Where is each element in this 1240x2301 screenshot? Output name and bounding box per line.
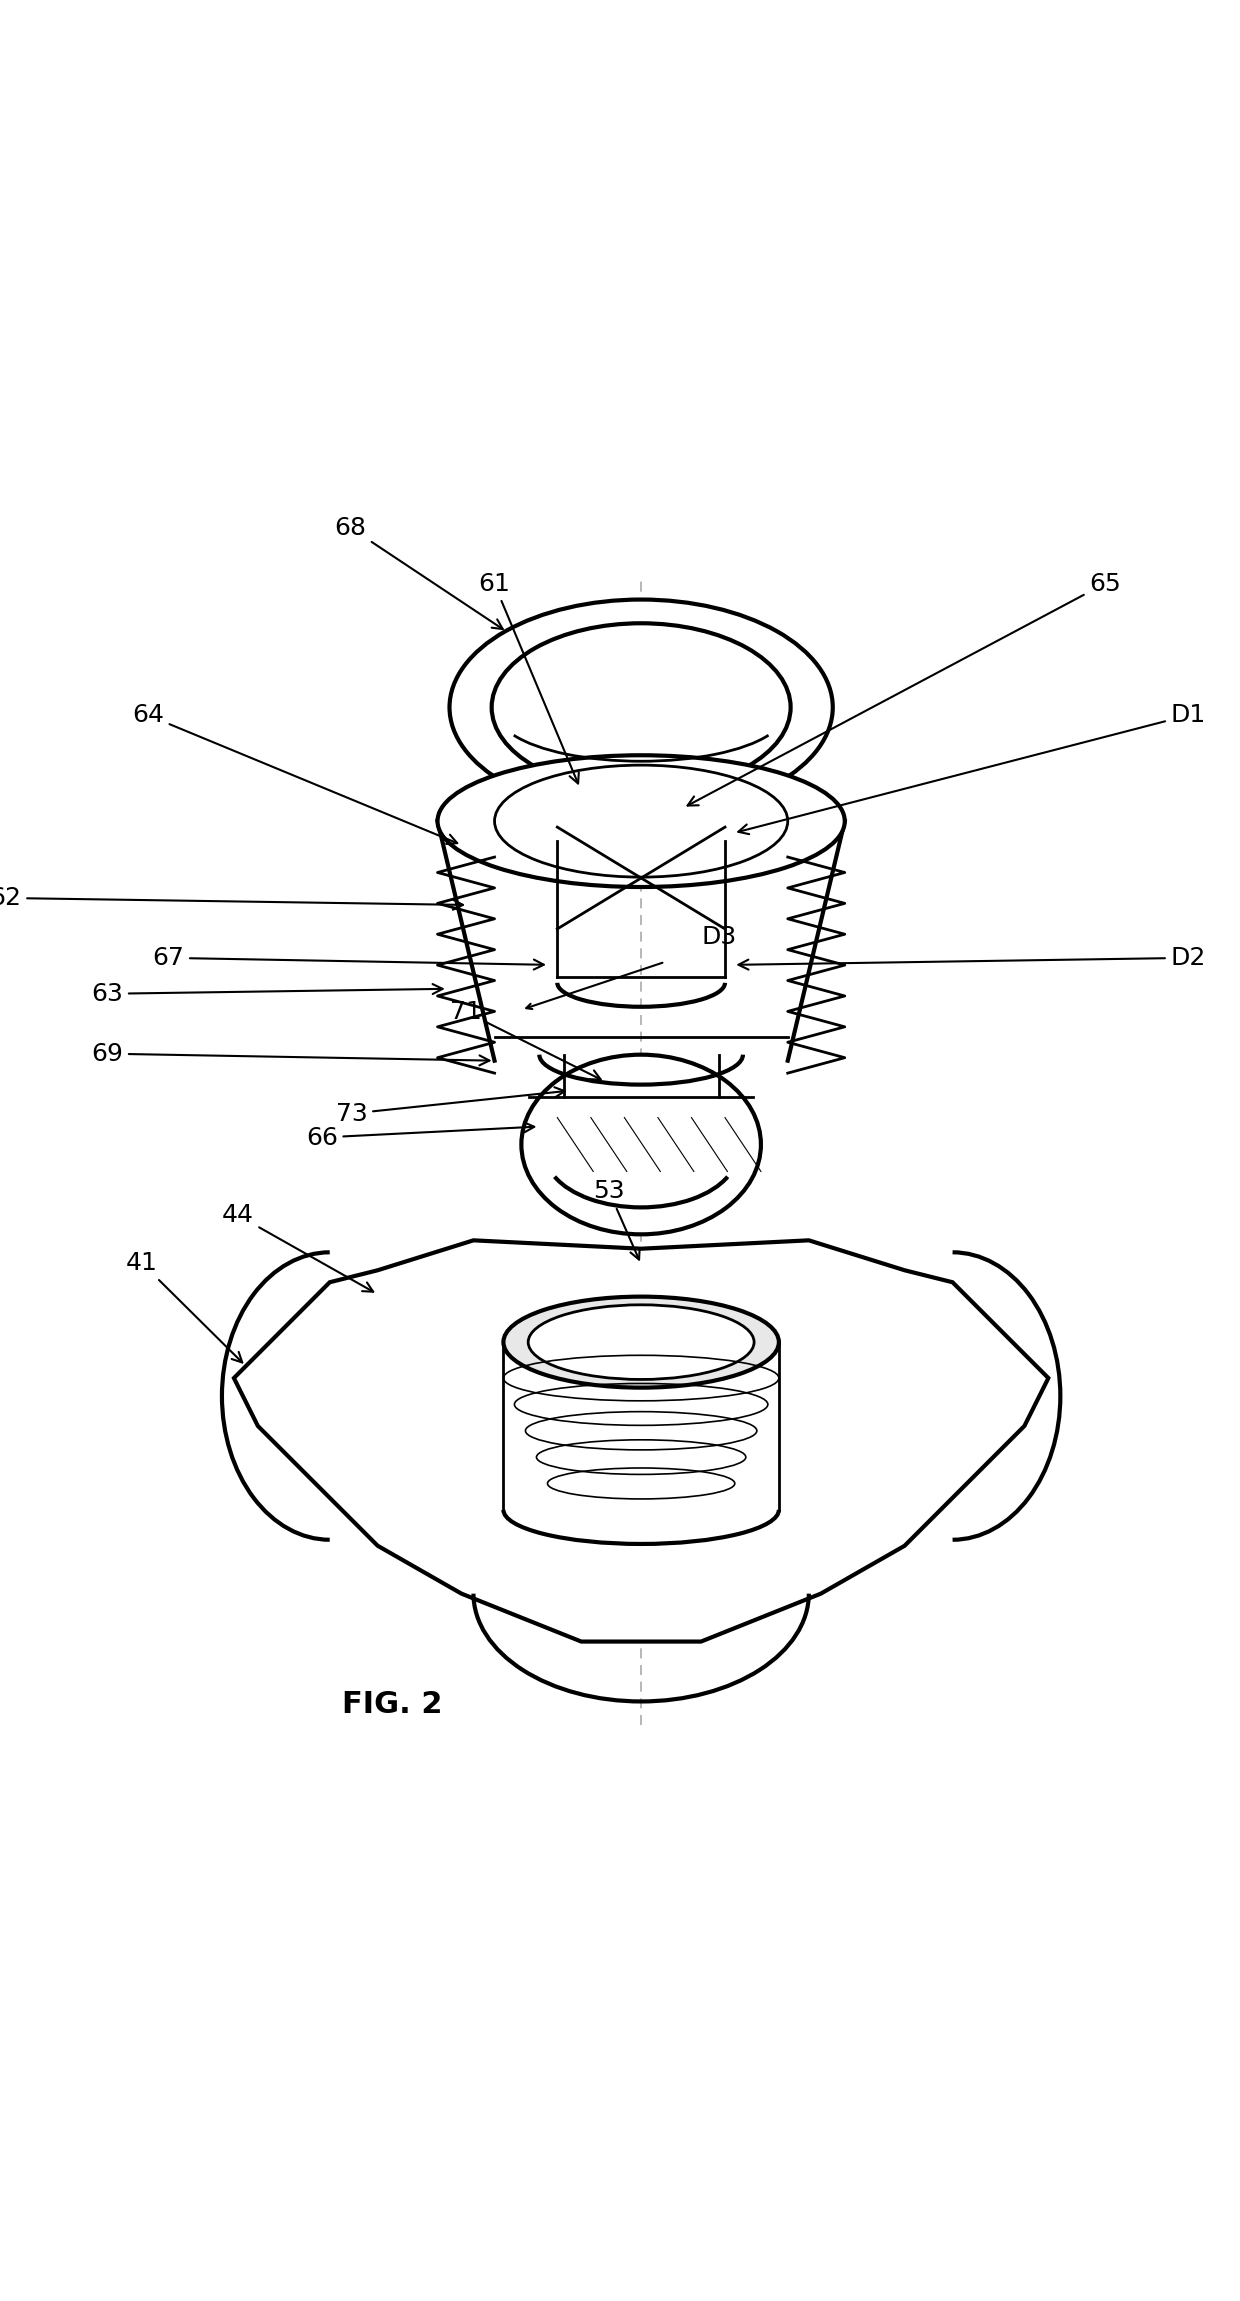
Ellipse shape (492, 624, 791, 792)
Text: 65: 65 (687, 571, 1121, 805)
Ellipse shape (438, 755, 844, 886)
Text: 64: 64 (133, 704, 458, 844)
Text: 71: 71 (450, 999, 600, 1079)
Text: 44: 44 (222, 1203, 373, 1291)
Polygon shape (234, 1240, 1048, 1641)
Text: 67: 67 (153, 946, 544, 969)
Ellipse shape (495, 766, 787, 877)
Text: D1: D1 (738, 704, 1205, 835)
Text: 68: 68 (335, 515, 502, 628)
Text: D2: D2 (739, 946, 1207, 969)
Text: 62: 62 (0, 886, 463, 909)
Text: 61: 61 (479, 571, 579, 782)
Text: D3: D3 (701, 925, 737, 948)
Text: 69: 69 (92, 1042, 490, 1065)
Ellipse shape (450, 601, 833, 815)
Text: 41: 41 (126, 1252, 242, 1362)
Ellipse shape (521, 1054, 761, 1233)
Text: FIG. 2: FIG. 2 (342, 1691, 443, 1719)
Text: 63: 63 (92, 983, 443, 1006)
Text: 53: 53 (593, 1180, 640, 1259)
Text: 73: 73 (336, 1086, 564, 1125)
Ellipse shape (528, 1305, 754, 1381)
Text: 66: 66 (306, 1123, 534, 1150)
Ellipse shape (503, 1298, 779, 1388)
